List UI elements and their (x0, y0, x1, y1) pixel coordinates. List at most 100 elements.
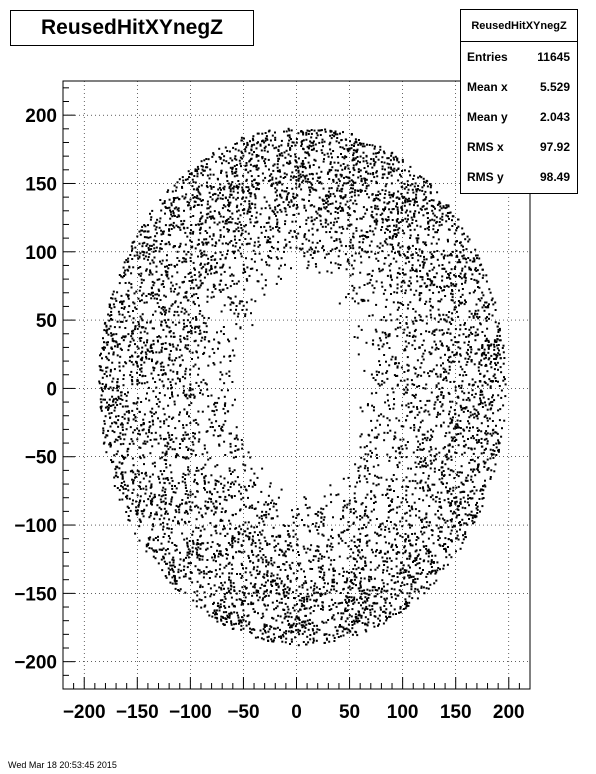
data-point (359, 595, 362, 598)
data-point (168, 229, 171, 232)
data-point (348, 245, 351, 247)
data-point (146, 339, 149, 342)
data-point (147, 542, 150, 545)
data-point (287, 524, 290, 527)
data-point (465, 426, 468, 429)
data-point (112, 400, 114, 403)
data-point (391, 446, 394, 449)
data-point (399, 584, 402, 587)
data-point (352, 619, 355, 622)
data-point (171, 417, 173, 420)
data-point (109, 374, 112, 377)
data-point (253, 586, 256, 589)
data-point (472, 291, 475, 294)
data-point (454, 285, 457, 288)
data-point (227, 481, 229, 484)
data-point (184, 522, 187, 525)
data-point (437, 509, 439, 512)
data-point (316, 134, 319, 137)
data-point (141, 250, 144, 253)
data-point (372, 158, 375, 161)
data-point (101, 388, 103, 391)
data-point (248, 202, 251, 205)
data-point (207, 241, 210, 244)
data-point (377, 623, 380, 626)
data-point (199, 284, 202, 287)
data-point (294, 636, 297, 639)
data-point (453, 232, 456, 235)
data-point (450, 282, 453, 285)
data-point (423, 255, 425, 258)
data-point (473, 260, 476, 263)
data-point (247, 623, 250, 626)
data-point (175, 544, 178, 547)
data-point (392, 156, 395, 159)
data-point (111, 337, 114, 340)
data-point (182, 319, 185, 322)
data-point (368, 580, 371, 583)
data-point (270, 572, 273, 575)
data-point (154, 465, 156, 468)
data-point (244, 313, 247, 316)
data-point (453, 409, 456, 412)
data-point (323, 574, 326, 577)
data-point (448, 368, 451, 371)
data-point (223, 593, 226, 596)
data-point (195, 284, 198, 287)
data-point (462, 538, 465, 541)
data-point (235, 164, 238, 166)
data-point (189, 368, 192, 371)
data-point (234, 155, 237, 158)
data-point (455, 537, 458, 540)
data-point (156, 278, 159, 281)
data-point (199, 310, 202, 312)
data-point (110, 310, 113, 313)
data-point (332, 516, 334, 519)
data-point (178, 321, 181, 324)
data-point (388, 334, 391, 337)
data-point (170, 335, 173, 338)
data-point (362, 160, 365, 163)
data-point (257, 558, 260, 561)
data-point (260, 556, 263, 559)
data-point (295, 517, 298, 519)
data-point (141, 225, 144, 228)
data-point (171, 496, 174, 499)
data-point (244, 505, 247, 508)
data-point (243, 503, 246, 506)
data-point (441, 267, 444, 270)
data-point (290, 616, 293, 619)
data-point (285, 190, 288, 193)
data-point (135, 402, 138, 405)
data-point (391, 243, 394, 246)
data-point (435, 328, 438, 331)
data-point (451, 419, 454, 422)
data-point (405, 186, 408, 189)
data-point (397, 210, 400, 213)
data-point (468, 316, 471, 319)
data-point (343, 157, 346, 160)
data-point (368, 575, 371, 578)
data-point (175, 224, 178, 227)
data-point (164, 488, 167, 491)
data-point (200, 216, 203, 219)
data-point (485, 437, 488, 440)
data-point (192, 261, 195, 264)
data-point (365, 185, 368, 188)
data-point (363, 589, 366, 592)
data-point (187, 457, 190, 460)
data-point (381, 250, 384, 253)
data-point (277, 170, 280, 173)
data-point (443, 285, 446, 288)
data-point (454, 451, 457, 454)
data-point (439, 340, 442, 343)
data-point (378, 151, 380, 154)
data-point (232, 538, 235, 541)
data-point (244, 315, 247, 318)
data-point (371, 451, 373, 454)
data-point (423, 261, 426, 264)
data-point (435, 384, 438, 387)
data-point (105, 329, 108, 332)
data-point (455, 283, 458, 286)
data-point (333, 195, 336, 198)
